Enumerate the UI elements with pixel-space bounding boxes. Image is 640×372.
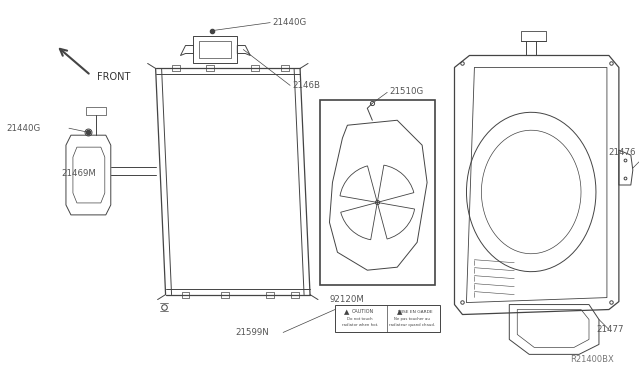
Text: 2146B: 2146B	[292, 81, 320, 90]
Bar	[335, 305, 440, 333]
Text: ▲: ▲	[344, 310, 349, 315]
Text: radiator when hot.: radiator when hot.	[342, 324, 378, 327]
Bar	[320, 100, 435, 285]
Text: ▲: ▲	[397, 310, 402, 315]
Text: 21440G: 21440G	[6, 124, 40, 133]
Text: 21440G: 21440G	[272, 18, 307, 27]
Text: 21510G: 21510G	[389, 87, 424, 96]
Text: 92120M: 92120M	[330, 295, 365, 304]
Text: FRONT: FRONT	[97, 73, 130, 83]
Text: MISE EN GARDE: MISE EN GARDE	[398, 310, 433, 314]
Text: Ne pas toucher au: Ne pas toucher au	[394, 317, 430, 321]
Text: CAUTION: CAUTION	[352, 309, 374, 314]
Text: 21469M: 21469M	[61, 169, 96, 177]
Text: Do not touch: Do not touch	[347, 317, 372, 321]
Text: R21400BX: R21400BX	[570, 355, 614, 364]
Text: radiateur quand chaud.: radiateur quand chaud.	[389, 324, 435, 327]
Text: 21476: 21476	[608, 148, 636, 157]
Text: 21599N: 21599N	[236, 328, 269, 337]
Text: 21477: 21477	[596, 325, 624, 334]
